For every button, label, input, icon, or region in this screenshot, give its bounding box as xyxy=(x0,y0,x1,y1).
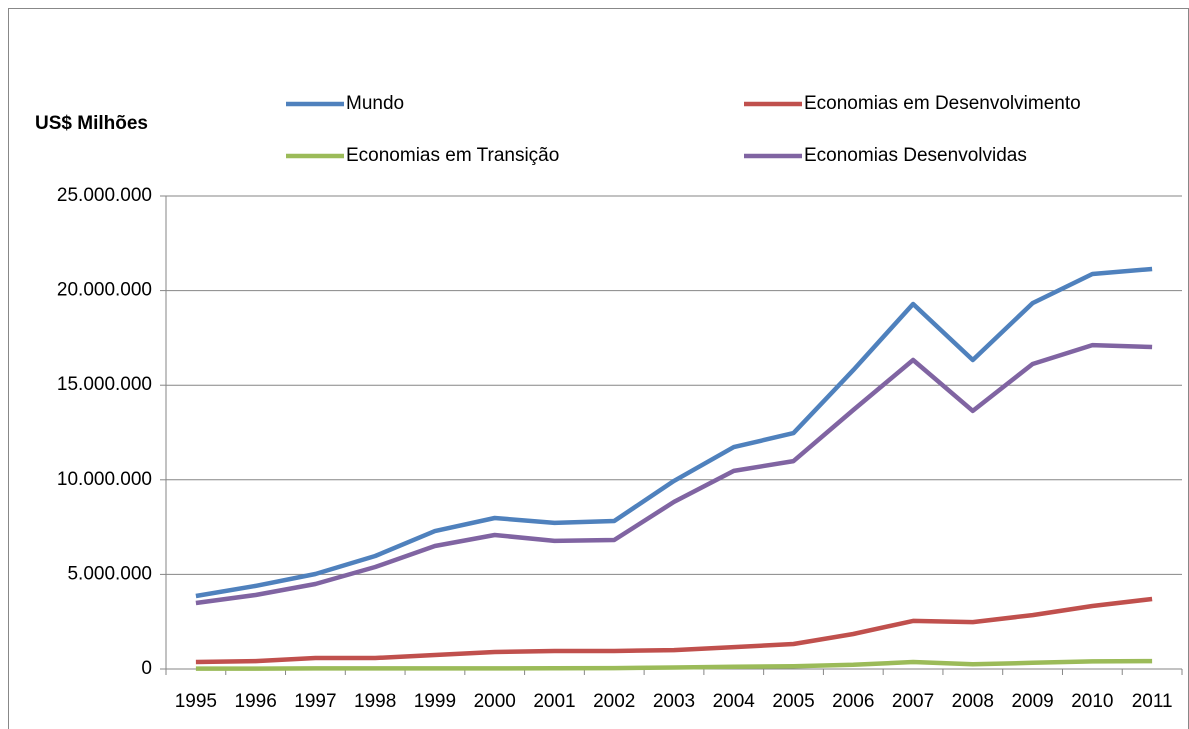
series-line xyxy=(195,596,1153,665)
y-tick-label: 10.000.000 xyxy=(57,469,152,490)
x-tick-label: 1999 xyxy=(414,691,456,712)
x-tick-label: 2011 xyxy=(1132,691,1173,712)
x-tick-label: 1997 xyxy=(294,691,336,712)
y-axis-label: US$ Milhões xyxy=(35,113,148,134)
x-tick-label: 2010 xyxy=(1071,691,1113,712)
x-tick-label: 2005 xyxy=(772,691,814,712)
series-line xyxy=(195,342,1153,606)
legend-label: Economias em Desenvolvimento xyxy=(804,93,1081,114)
x-tick-label: 1996 xyxy=(235,691,277,712)
x-tick-label: 2008 xyxy=(952,691,994,712)
y-tick-label: 0 xyxy=(141,658,152,679)
x-tick-label: 1995 xyxy=(175,691,217,712)
series-line xyxy=(195,266,1153,599)
x-tick-label: 2003 xyxy=(653,691,695,712)
y-tick-label: 25.000.000 xyxy=(57,185,152,206)
legend-label: Mundo xyxy=(346,93,404,114)
y-tick-label: 20.000.000 xyxy=(57,280,152,301)
x-tick-label: 2006 xyxy=(832,691,874,712)
x-tick-label: 2009 xyxy=(1011,691,1053,712)
legend-label: Economias em Transição xyxy=(346,145,559,166)
x-tick-label: 2000 xyxy=(474,691,516,712)
y-tick-label: 5.000.000 xyxy=(67,563,152,584)
y-tick-label: 15.000.000 xyxy=(57,374,152,395)
legend-label: Economias Desenvolvidas xyxy=(804,145,1027,166)
series-line xyxy=(195,658,1153,671)
x-tick-label: 2001 xyxy=(533,691,575,712)
x-tick-label: 2002 xyxy=(593,691,635,712)
x-tick-label: 2007 xyxy=(892,691,934,712)
x-tick-label: 1998 xyxy=(354,691,396,712)
x-tick-label: 2004 xyxy=(713,691,756,712)
